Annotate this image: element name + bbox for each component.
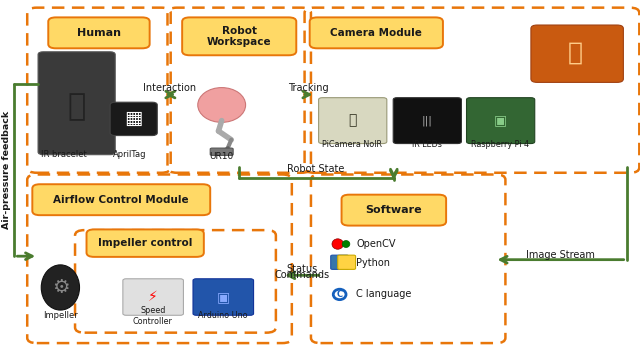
Text: Human: Human	[77, 28, 121, 38]
FancyBboxPatch shape	[38, 52, 115, 155]
Text: ▦: ▦	[125, 109, 143, 128]
Text: Robot
Workspace: Robot Workspace	[207, 25, 271, 47]
Text: IR bracelet: IR bracelet	[41, 150, 86, 159]
Text: Interaction: Interaction	[143, 83, 196, 93]
Text: ⬛: ⬛	[348, 114, 356, 128]
Text: Impeller control: Impeller control	[98, 238, 193, 248]
FancyBboxPatch shape	[123, 279, 184, 315]
FancyBboxPatch shape	[48, 17, 150, 48]
FancyBboxPatch shape	[531, 25, 623, 82]
Text: Speed
Controller: Speed Controller	[133, 306, 173, 326]
Text: Python: Python	[356, 258, 390, 268]
Text: ▣: ▣	[493, 114, 507, 128]
Text: Air-pressure feedback: Air-pressure feedback	[2, 111, 11, 229]
Text: Status: Status	[286, 264, 317, 274]
Text: AprilTag: AprilTag	[113, 150, 146, 159]
Text: Impeller: Impeller	[43, 311, 77, 320]
Text: Raspberry Pi 4: Raspberry Pi 4	[471, 140, 529, 149]
FancyBboxPatch shape	[393, 98, 461, 143]
Text: IR LEDs: IR LEDs	[412, 140, 442, 149]
FancyBboxPatch shape	[338, 255, 356, 269]
Text: Arduino Uno: Arduino Uno	[198, 311, 248, 320]
FancyBboxPatch shape	[110, 102, 157, 135]
Text: ✋: ✋	[67, 92, 86, 121]
Text: Software: Software	[365, 205, 422, 215]
Text: Commands: Commands	[275, 270, 330, 280]
FancyBboxPatch shape	[331, 255, 349, 269]
Ellipse shape	[41, 265, 79, 310]
Ellipse shape	[332, 239, 344, 249]
Text: UR10: UR10	[209, 151, 234, 161]
Text: 📷: 📷	[568, 41, 583, 65]
Text: ▣: ▣	[216, 290, 230, 304]
FancyBboxPatch shape	[193, 279, 253, 315]
FancyBboxPatch shape	[467, 98, 535, 143]
Text: ⚙: ⚙	[52, 278, 69, 297]
Text: Robot State: Robot State	[287, 164, 345, 174]
Ellipse shape	[198, 88, 246, 122]
Text: C language: C language	[356, 289, 412, 299]
Text: ⚡: ⚡	[148, 290, 157, 304]
Text: Tracking: Tracking	[288, 83, 329, 93]
Text: |||: |||	[422, 116, 433, 126]
FancyBboxPatch shape	[342, 195, 446, 225]
FancyBboxPatch shape	[310, 17, 443, 48]
Text: Airflow Control Module: Airflow Control Module	[54, 195, 189, 205]
FancyBboxPatch shape	[86, 229, 204, 257]
FancyBboxPatch shape	[33, 184, 210, 215]
Ellipse shape	[342, 240, 350, 247]
Text: Image Stream: Image Stream	[527, 250, 595, 260]
Text: C: C	[337, 290, 342, 299]
FancyBboxPatch shape	[182, 17, 296, 55]
Text: OpenCV: OpenCV	[356, 239, 396, 249]
Text: PiCamera NoIR: PiCamera NoIR	[323, 140, 382, 149]
Text: Camera Module: Camera Module	[330, 28, 422, 38]
FancyBboxPatch shape	[319, 98, 387, 143]
FancyBboxPatch shape	[210, 148, 233, 155]
